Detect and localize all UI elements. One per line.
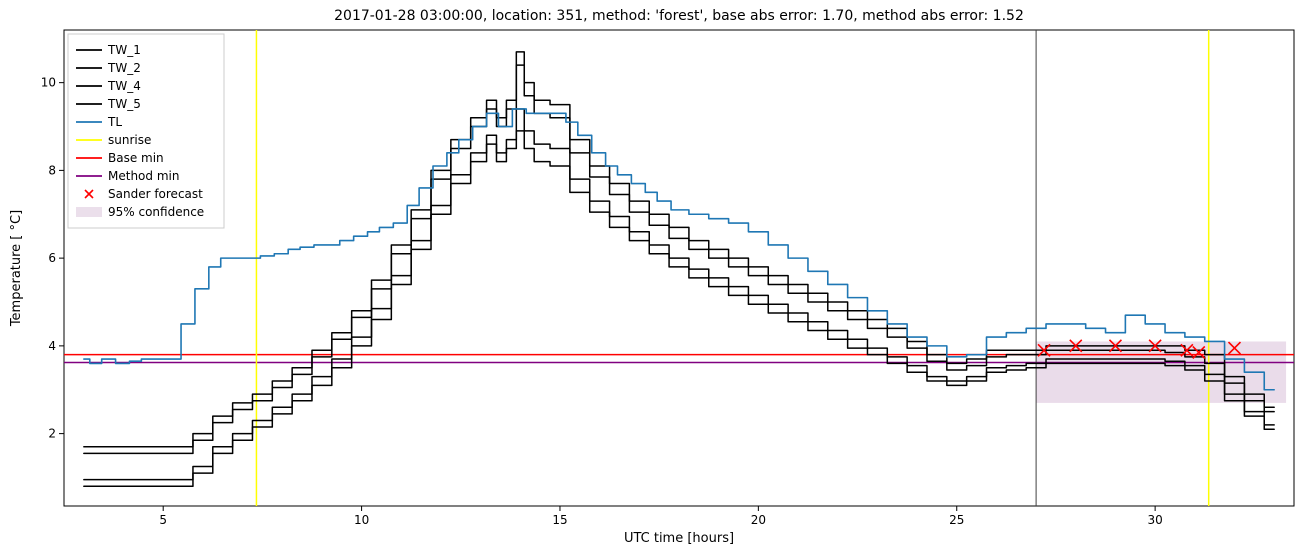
axes-frame	[64, 30, 1294, 506]
x-tick-label: 5	[159, 513, 167, 527]
y-tick-label: 2	[48, 427, 56, 441]
x-tick-label: 15	[552, 513, 567, 527]
x-tick-label: 30	[1147, 513, 1162, 527]
series-TW_4	[84, 109, 1274, 480]
y-tick-label: 8	[48, 163, 56, 177]
legend-label: sunrise	[108, 133, 151, 147]
chart-title: 2017-01-28 03:00:00, location: 351, meth…	[334, 8, 1024, 24]
legend-label: Sander forecast	[108, 187, 203, 201]
legend-swatch	[76, 207, 102, 217]
y-tick-label: 4	[48, 339, 56, 353]
x-axis-label: UTC time [hours]	[624, 531, 734, 546]
x-tick-label: 10	[354, 513, 369, 527]
legend-label: TW_1	[107, 43, 141, 57]
legend-label: TW_4	[107, 79, 141, 93]
y-axis-label: Temperature [ °C]	[9, 210, 24, 327]
chart-svg: 2017-01-28 03:00:00, location: 351, meth…	[0, 0, 1310, 547]
x-tick-label: 20	[751, 513, 766, 527]
x-tick-label: 25	[949, 513, 964, 527]
legend-label: Base min	[108, 151, 164, 165]
chart-container: 2017-01-28 03:00:00, location: 351, meth…	[0, 0, 1310, 547]
y-tick-label: 10	[41, 76, 56, 90]
legend-label: TL	[107, 115, 122, 129]
legend-label: TW_2	[107, 61, 141, 75]
legend-label: 95% confidence	[108, 205, 204, 219]
legend-label: Method min	[108, 169, 179, 183]
y-tick-label: 6	[48, 251, 56, 265]
legend: TW_1 TW_2 TW_4 TW_5 TL sunrise Base min Method …	[68, 34, 224, 228]
legend-label: TW_5	[107, 97, 141, 111]
series-TW_5	[84, 131, 1274, 486]
plot-area	[64, 30, 1294, 506]
